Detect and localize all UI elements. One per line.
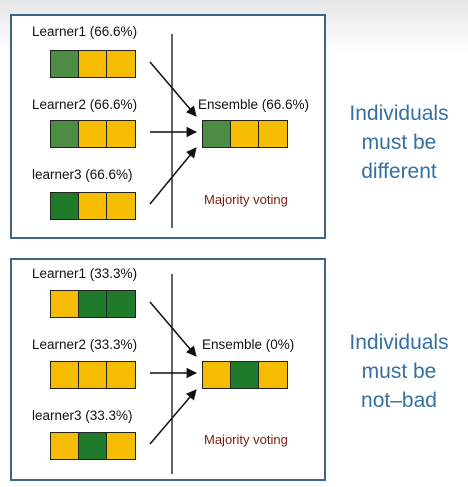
learner1-predictions: [50, 290, 136, 318]
prediction-correct: [51, 121, 79, 147]
arrow-learner3-to-ensemble: [149, 389, 197, 445]
prediction-wrong: [107, 51, 135, 77]
prediction-wrong: [51, 291, 79, 317]
ensemble-predictions: [202, 361, 288, 389]
prediction-correct: [51, 193, 79, 219]
panel-different: Learner1 (66.6%) Learner2 (66.6%) learne…: [10, 14, 326, 239]
message-line: must be: [361, 360, 437, 383]
prediction-correct: [79, 433, 107, 459]
learner2-label: Learner2 (66.6%): [32, 97, 138, 112]
prediction-wrong: [107, 362, 135, 388]
prediction-wrong: [203, 362, 231, 388]
panel-not-bad: Learner1 (33.3%) Learner2 (33.3%) learne…: [10, 258, 326, 481]
prediction-wrong: [51, 433, 79, 459]
learner3-label: learner3 (66.6%): [32, 167, 133, 182]
learner3-predictions: [50, 432, 136, 460]
learner1-predictions: [50, 50, 136, 78]
majority-voting-label: Majority voting: [204, 192, 288, 207]
arrow-learner3-to-ensemble: [149, 147, 197, 205]
learner1-label: Learner1 (33.3%): [32, 266, 138, 281]
learner3-label: learner3 (33.3%): [32, 408, 133, 423]
prediction-wrong: [259, 362, 287, 388]
learner3-predictions: [50, 192, 136, 220]
arrow-learner1-to-ensemble: [149, 61, 197, 117]
prediction-wrong: [51, 362, 79, 388]
message-line: different: [361, 160, 437, 183]
ensemble-label: Ensemble (66.6%): [198, 97, 310, 112]
prediction-wrong: [107, 193, 135, 219]
learner2-predictions: [50, 361, 136, 389]
message-line: not–bad: [361, 389, 437, 412]
prediction-wrong: [231, 121, 259, 147]
learner2-label: Learner2 (33.3%): [32, 337, 138, 352]
prediction-wrong: [79, 51, 107, 77]
prediction-wrong: [259, 121, 287, 147]
learner2-predictions: [50, 120, 136, 148]
prediction-wrong: [79, 193, 107, 219]
prediction-wrong: [107, 121, 135, 147]
prediction-wrong: [107, 433, 135, 459]
prediction-correct: [231, 362, 259, 388]
prediction-correct: [79, 291, 107, 317]
prediction-correct: [107, 291, 135, 317]
ensemble-predictions: [202, 120, 288, 148]
prediction-wrong: [79, 362, 107, 388]
message-not-bad: Individuals must be not–bad: [330, 328, 468, 415]
arrow-learner1-to-ensemble: [149, 301, 197, 357]
ensemble-label: Ensemble (0%): [202, 337, 295, 352]
prediction-correct: [51, 51, 79, 77]
message-line: must be: [361, 131, 437, 154]
message-line: Individuals: [349, 102, 449, 125]
prediction-wrong: [79, 121, 107, 147]
majority-voting-label: Majority voting: [204, 432, 288, 447]
message-line: Individuals: [349, 331, 449, 354]
learner1-label: Learner1 (66.6%): [32, 24, 138, 39]
message-different: Individuals must be different: [330, 99, 468, 186]
prediction-correct: [203, 121, 231, 147]
